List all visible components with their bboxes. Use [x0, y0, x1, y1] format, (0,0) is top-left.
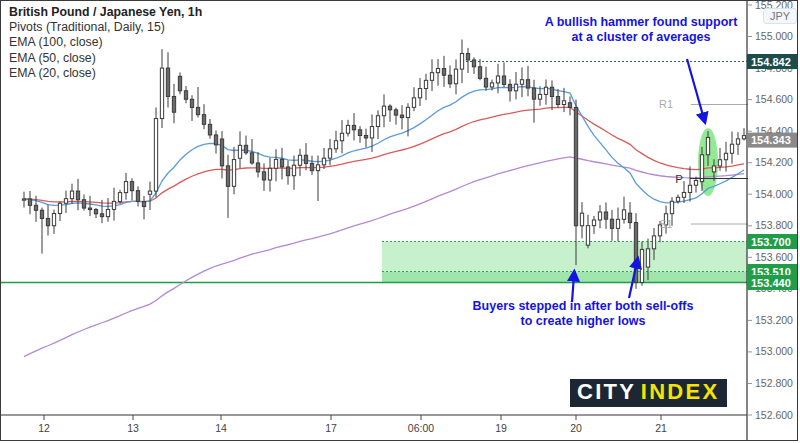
- svg-text:152.400: 152.400: [755, 440, 793, 441]
